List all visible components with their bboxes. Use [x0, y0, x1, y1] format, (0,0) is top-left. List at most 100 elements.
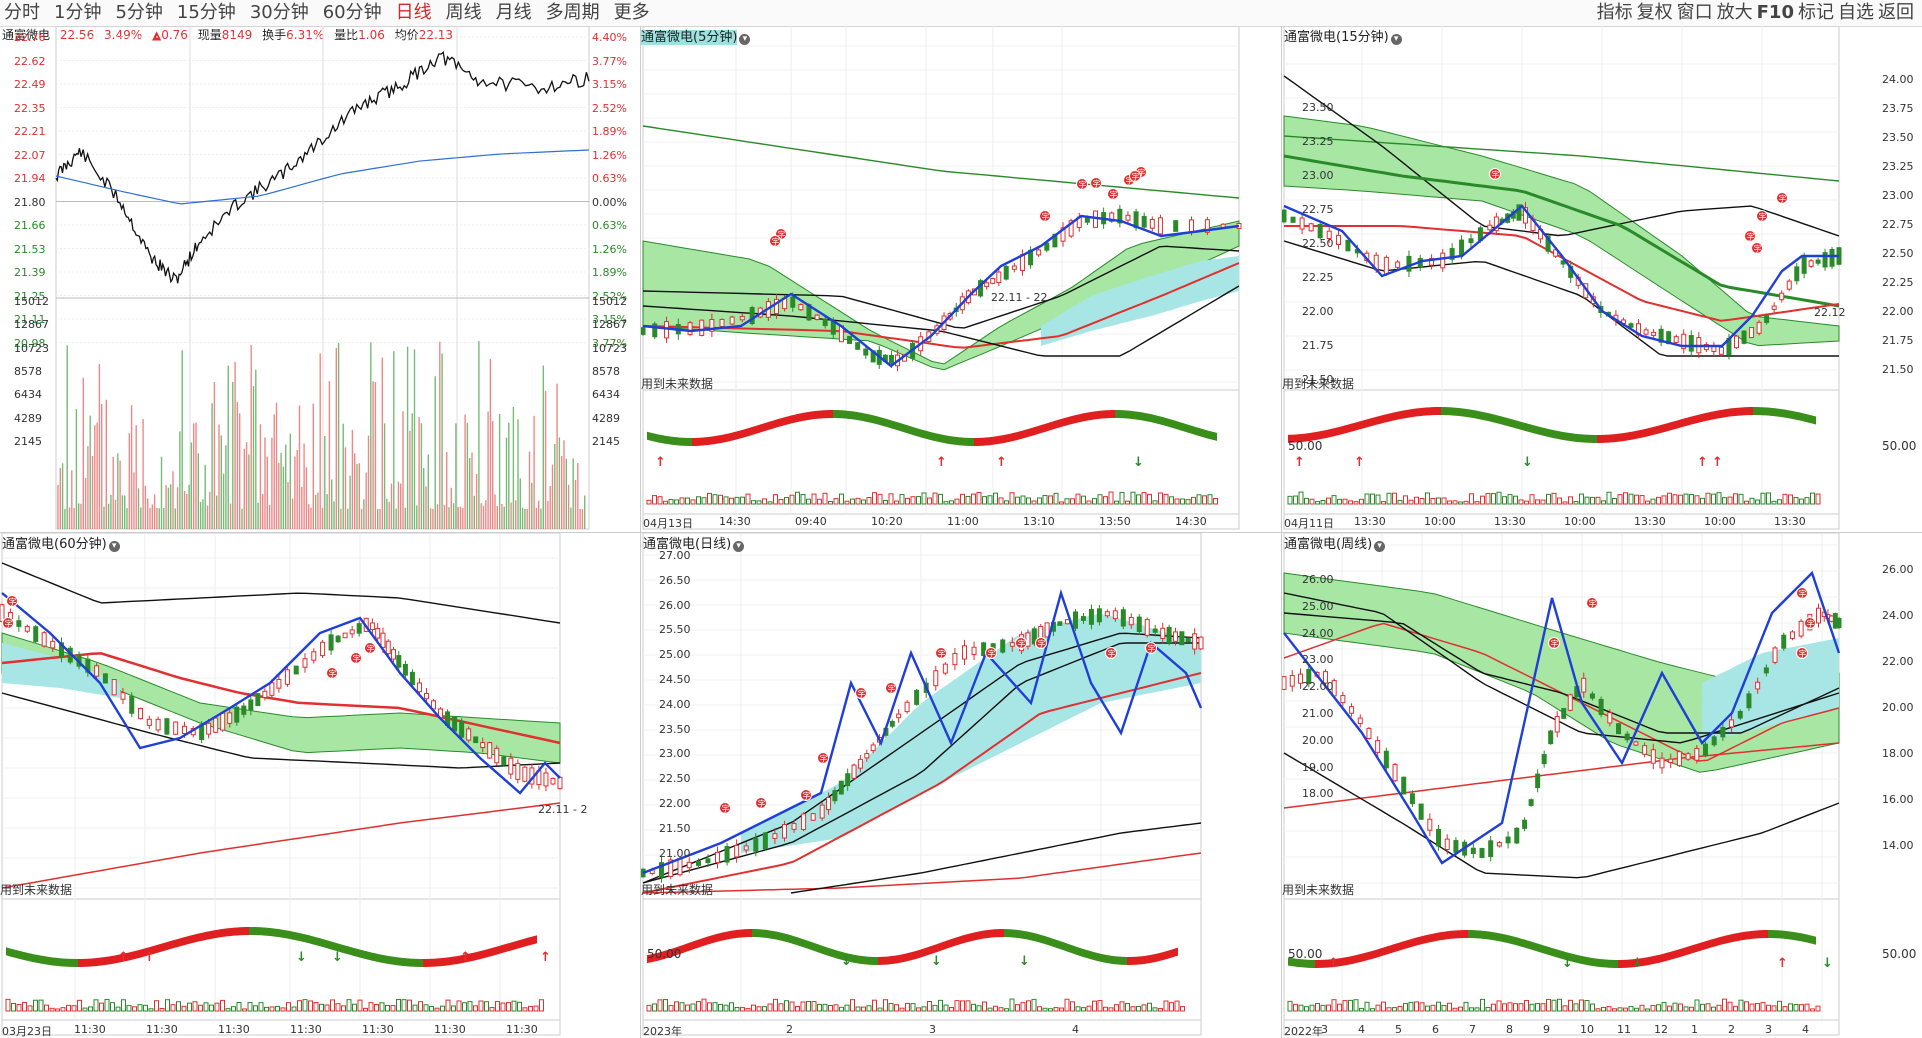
period-tab-10[interactable]: 更多: [613, 2, 650, 23]
oscillator-segment: [1699, 413, 1702, 423]
histogram-bar: [806, 498, 811, 505]
histogram-bar: [264, 1006, 269, 1012]
oscillator-segment: [1612, 434, 1615, 443]
oscillator-segment: [1052, 938, 1055, 948]
dropdown-icon[interactable]: ▾: [1374, 541, 1386, 552]
intraday-chart[interactable]: [0, 26, 640, 532]
oscillator-segment: [653, 953, 656, 962]
dropdown-icon[interactable]: ▾: [733, 541, 745, 552]
menu-4[interactable]: F10: [1756, 2, 1794, 23]
ma-line: [1283, 154, 1840, 308]
oscillator-segment: [899, 954, 902, 963]
histogram-bar: [1463, 1001, 1469, 1012]
histogram-bar: [1815, 493, 1821, 505]
histogram-bar: [1623, 492, 1628, 505]
candle-body: [981, 642, 987, 657]
histogram-bar: [674, 499, 679, 505]
period-tab-3[interactable]: 15分钟: [176, 2, 236, 23]
period-tab-8[interactable]: 月线: [495, 2, 532, 23]
oscillator-segment: [1576, 954, 1579, 964]
candle-body: [416, 682, 422, 693]
histogram-bar: [1180, 498, 1185, 505]
candle-body: [466, 728, 472, 741]
candle-body: [111, 679, 117, 696]
histogram-bar: [811, 1000, 817, 1012]
period-tab-5[interactable]: 60分钟: [322, 2, 382, 23]
histogram-bar: [789, 494, 795, 505]
right-menu: 指标 复权 窗口 放大 F10 标记 自选 返回: [1595, 2, 1916, 24]
histogram-bar: [1590, 1003, 1595, 1012]
histogram-bar: [751, 1004, 756, 1012]
menu-6[interactable]: 自选: [1838, 2, 1874, 23]
histogram-bar: [1108, 1007, 1114, 1012]
oscillator-segment: [51, 957, 54, 966]
oscillator-segment: [1040, 934, 1043, 944]
dropdown-icon[interactable]: ▾: [1390, 34, 1402, 45]
period-tab-6[interactable]: 日线: [395, 2, 432, 23]
oscillator-segment: [1109, 410, 1112, 419]
menu-5[interactable]: 标记: [1798, 2, 1834, 23]
oscillator-segment: [968, 437, 971, 446]
oscillator-segment: [1300, 959, 1303, 968]
period-tab-4[interactable]: 30分钟: [249, 2, 309, 23]
oscillator-segment: [1498, 933, 1501, 942]
ma-line: [1283, 75, 1840, 237]
menu-3[interactable]: 放大: [1716, 2, 1753, 23]
candle-body: [1308, 223, 1314, 232]
candle-body: [1772, 647, 1778, 663]
period-tab-9[interactable]: 多周期: [545, 2, 600, 23]
period-tab-2[interactable]: 5分钟: [115, 2, 163, 23]
dropdown-icon[interactable]: ▾: [108, 541, 120, 552]
oscillator-segment: [1774, 408, 1777, 417]
candle-body: [262, 690, 268, 698]
oscillator-segment: [1564, 951, 1567, 961]
oscillator-segment: [1762, 407, 1765, 416]
oscillator-segment: [1166, 417, 1169, 427]
oscillator-segment: [701, 437, 704, 446]
menu-1[interactable]: 复权: [1636, 2, 1673, 23]
axis-label: 10723: [14, 341, 49, 355]
axis-label: 21.94: [14, 172, 46, 185]
oscillator-segment: [1645, 428, 1648, 437]
period-tab-7[interactable]: 周线: [445, 2, 482, 23]
histogram-bar: [1009, 492, 1015, 505]
oscillator-segment: [695, 437, 698, 446]
oscillator-segment: [1339, 426, 1342, 435]
period-tab-1[interactable]: 1分钟: [54, 2, 102, 23]
oscillator-segment: [707, 436, 710, 446]
dropdown-icon[interactable]: ▾: [739, 34, 751, 45]
oscillator-segment: [522, 938, 525, 948]
candle-body: [1401, 776, 1407, 795]
histogram-bar: [1447, 1002, 1452, 1012]
candle-body: [1357, 717, 1363, 725]
oscillator-segment: [1115, 410, 1118, 419]
oscillator-segment: [809, 411, 812, 420]
menu-7[interactable]: 返回: [1878, 2, 1914, 23]
period-tab-0[interactable]: 分时: [4, 2, 40, 23]
oscillator-segment: [273, 928, 276, 937]
histogram-bar: [418, 1001, 423, 1012]
oscillator-segment: [1582, 956, 1585, 965]
up-arrow-icon: ↑: [996, 455, 1007, 470]
candle-body: [1340, 695, 1346, 704]
candle-body: [855, 342, 861, 350]
menu-2[interactable]: 窗口: [1676, 2, 1713, 23]
axis-label: 2145: [14, 434, 42, 448]
histogram-bar: [1496, 491, 1502, 505]
histogram-bar: [1359, 1007, 1364, 1012]
axis-label: 22.35: [14, 101, 46, 115]
oscillator-segment: [806, 940, 809, 950]
ma-line: [642, 642, 1201, 884]
oscillator-segment: [1073, 945, 1076, 955]
down-arrow-icon: ↓: [841, 954, 852, 969]
oscillator-segment: [1519, 937, 1522, 947]
oscillator-segment: [282, 929, 285, 939]
candle-body: [687, 322, 693, 335]
histogram-bar: [1364, 1001, 1370, 1012]
menu-0[interactable]: 指标: [1596, 2, 1633, 23]
